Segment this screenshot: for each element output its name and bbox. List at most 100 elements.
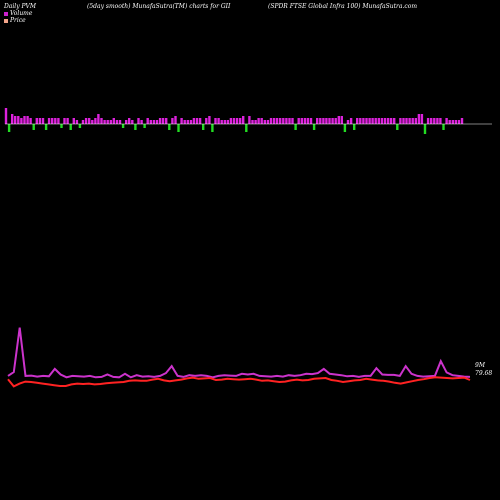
volume-bar — [337, 116, 340, 124]
volume-bar — [143, 124, 146, 128]
volume-bar — [106, 120, 109, 124]
volume-bar — [26, 116, 29, 124]
volume-bar — [128, 118, 131, 124]
volume-bar — [346, 120, 350, 124]
volume-bar — [312, 124, 316, 130]
volume-bar — [451, 120, 454, 124]
volume-bar — [426, 118, 430, 124]
volume-bar — [121, 124, 125, 128]
volume-bar — [72, 118, 75, 124]
volume-bar — [112, 118, 115, 124]
volume-bar — [454, 120, 457, 124]
price-swatch — [4, 18, 8, 23]
volume-bar — [174, 116, 177, 124]
volume-bar — [94, 118, 97, 124]
volume-bar — [291, 118, 294, 124]
volume-bar — [343, 124, 347, 132]
volume-bar — [161, 118, 165, 124]
volume-bar — [297, 118, 300, 124]
volume-bar — [211, 124, 214, 132]
volume-bar — [269, 118, 273, 124]
volume-bar — [340, 116, 343, 124]
volume-bars — [4, 108, 464, 134]
volume-bar — [57, 118, 60, 124]
volume-bar — [417, 114, 421, 124]
volume-bar — [20, 118, 23, 124]
volume-bar — [115, 120, 119, 124]
volume-bar — [155, 120, 159, 124]
volume-bar — [442, 124, 445, 130]
volume-bar — [316, 118, 319, 124]
volume-bar — [245, 124, 248, 132]
volume-bar — [377, 118, 380, 124]
legend-item-price: Price — [4, 17, 26, 24]
volume-bar — [69, 124, 72, 130]
volume-bar — [263, 120, 266, 124]
volume-bar — [14, 116, 17, 124]
volume-bar — [362, 118, 365, 124]
volume-bar — [374, 118, 377, 124]
volume-bar — [380, 118, 384, 124]
volume-bar — [152, 120, 156, 124]
volume-bar — [198, 118, 202, 124]
volume-bar — [322, 118, 325, 124]
volume-bar — [189, 120, 193, 124]
volume-bar — [17, 116, 20, 124]
end-label-volume: 9M — [475, 362, 486, 369]
volume-bar — [242, 116, 245, 124]
volume-bar — [205, 118, 208, 124]
volume-bar — [448, 120, 451, 124]
volume-bar — [411, 118, 414, 124]
end-label-price: 79.68 — [475, 370, 492, 377]
volume-bar — [158, 118, 162, 124]
volume-bar — [396, 124, 399, 130]
volume-bar — [168, 124, 171, 130]
volume-bar — [103, 120, 106, 124]
chart-header-center: (5day smooth) MunafaSutra(TM) charts for… — [87, 3, 231, 10]
volume-bar — [248, 116, 251, 124]
volume-bar — [11, 114, 14, 124]
volume-bar — [359, 118, 362, 124]
volume-bar — [257, 118, 260, 124]
volume-bar — [433, 118, 436, 124]
volume-bar — [54, 118, 57, 124]
volume-bar — [235, 118, 239, 124]
volume-bar — [88, 118, 91, 124]
volume-bar — [7, 124, 11, 132]
volume-bar — [254, 120, 257, 124]
volume-bar — [260, 118, 263, 124]
volume-bar — [29, 118, 32, 124]
volume-bar — [4, 108, 8, 124]
volume-bar — [353, 124, 356, 130]
volume-bar — [430, 118, 433, 124]
volume-bar — [405, 118, 408, 124]
volume-bar — [78, 124, 82, 128]
volume-bar — [100, 118, 103, 124]
chart-header-left: Daily PVM — [4, 3, 37, 10]
volume-bar — [368, 118, 371, 124]
volume-bar — [202, 124, 205, 130]
volume-bar — [285, 118, 288, 124]
volume-bar — [402, 118, 405, 124]
volume-bar — [328, 118, 331, 124]
volume-bar — [195, 118, 199, 124]
volume-bar — [63, 118, 66, 124]
volume-bar — [51, 118, 54, 124]
volume-bar — [371, 118, 374, 124]
volume-bar — [408, 118, 411, 124]
volume-bar — [118, 120, 122, 124]
volume-bar — [38, 118, 42, 124]
volume-bar — [35, 118, 38, 124]
volume-bar — [393, 118, 396, 124]
volume-bar — [282, 118, 285, 124]
volume-bar — [229, 118, 233, 124]
volume-bar — [149, 120, 152, 124]
volume-bar — [319, 118, 322, 124]
volume-bar — [208, 116, 211, 124]
volume-bar — [288, 118, 291, 124]
volume-bar — [445, 118, 448, 124]
volume-bar — [66, 118, 69, 124]
volume-bar — [266, 120, 270, 124]
volume-bar — [186, 120, 189, 124]
volume-bar — [134, 124, 137, 130]
